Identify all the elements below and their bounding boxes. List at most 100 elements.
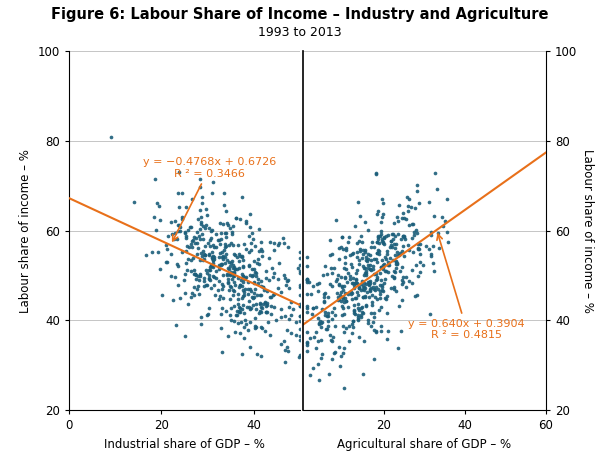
Point: [377, 287, 386, 294]
Point: [374, 247, 383, 255]
Point: [235, 281, 244, 288]
Point: [338, 322, 347, 329]
Point: [387, 273, 397, 280]
Point: [388, 231, 398, 238]
Point: [226, 304, 236, 312]
Point: [196, 272, 205, 280]
Point: [353, 311, 362, 319]
Point: [348, 274, 358, 282]
Point: [316, 317, 325, 324]
Point: [311, 344, 320, 352]
Point: [206, 227, 216, 235]
Point: [239, 240, 248, 247]
Point: [392, 264, 401, 271]
Point: [234, 304, 244, 311]
Point: [234, 264, 244, 272]
Point: [238, 278, 248, 285]
Point: [404, 247, 413, 254]
Point: [232, 254, 242, 261]
Point: [254, 260, 264, 268]
Point: [182, 259, 191, 267]
Point: [220, 240, 230, 248]
Point: [428, 242, 438, 250]
Point: [365, 287, 375, 295]
Point: [188, 255, 197, 262]
Point: [390, 232, 400, 240]
Point: [237, 283, 247, 290]
Point: [238, 305, 247, 313]
Point: [202, 206, 211, 213]
Point: [443, 228, 452, 236]
Point: [376, 328, 386, 335]
Point: [319, 299, 329, 306]
Point: [341, 298, 350, 305]
Point: [302, 339, 312, 347]
Point: [388, 243, 397, 250]
Point: [372, 259, 382, 266]
Point: [246, 287, 256, 295]
Point: [302, 328, 312, 335]
Point: [236, 318, 246, 326]
Point: [337, 283, 347, 290]
Point: [205, 236, 215, 243]
Point: [262, 308, 271, 315]
Point: [355, 247, 364, 254]
Point: [264, 276, 274, 284]
Point: [197, 230, 206, 238]
Point: [208, 256, 218, 263]
Point: [228, 261, 238, 269]
Point: [193, 228, 202, 235]
Point: [181, 203, 191, 210]
Point: [416, 268, 425, 276]
Point: [429, 212, 439, 220]
Point: [215, 219, 224, 226]
Point: [218, 282, 227, 290]
Point: [241, 320, 250, 328]
Point: [366, 257, 376, 264]
Point: [251, 305, 260, 313]
Point: [255, 300, 265, 307]
Point: [287, 311, 296, 319]
Point: [221, 242, 231, 250]
Point: [174, 221, 184, 229]
Point: [403, 241, 413, 248]
Point: [205, 242, 215, 249]
Point: [316, 354, 325, 362]
Point: [425, 310, 435, 317]
Point: [378, 265, 388, 273]
Point: [302, 275, 312, 282]
Point: [410, 204, 420, 212]
Point: [218, 220, 227, 228]
Point: [208, 255, 218, 263]
Point: [378, 239, 388, 247]
Point: [215, 240, 224, 247]
Point: [173, 221, 183, 229]
Point: [359, 271, 369, 279]
Point: [338, 287, 348, 294]
Point: [201, 221, 211, 228]
Y-axis label: Labour share of income – %: Labour share of income – %: [581, 149, 594, 313]
Point: [314, 314, 323, 322]
Point: [200, 242, 209, 250]
Point: [390, 268, 400, 276]
Point: [193, 251, 202, 258]
Point: [323, 309, 333, 316]
Point: [197, 314, 206, 321]
Point: [215, 293, 225, 300]
Point: [248, 272, 258, 279]
Point: [197, 193, 207, 200]
Point: [415, 250, 425, 257]
Point: [368, 262, 378, 270]
Point: [323, 293, 333, 301]
Point: [361, 294, 370, 301]
Point: [349, 323, 358, 330]
Point: [376, 281, 385, 288]
Point: [363, 261, 373, 268]
Point: [250, 285, 260, 293]
Point: [194, 276, 203, 283]
Point: [224, 258, 234, 266]
Point: [229, 278, 238, 286]
Point: [374, 239, 384, 247]
Point: [199, 274, 209, 281]
Point: [224, 264, 233, 272]
